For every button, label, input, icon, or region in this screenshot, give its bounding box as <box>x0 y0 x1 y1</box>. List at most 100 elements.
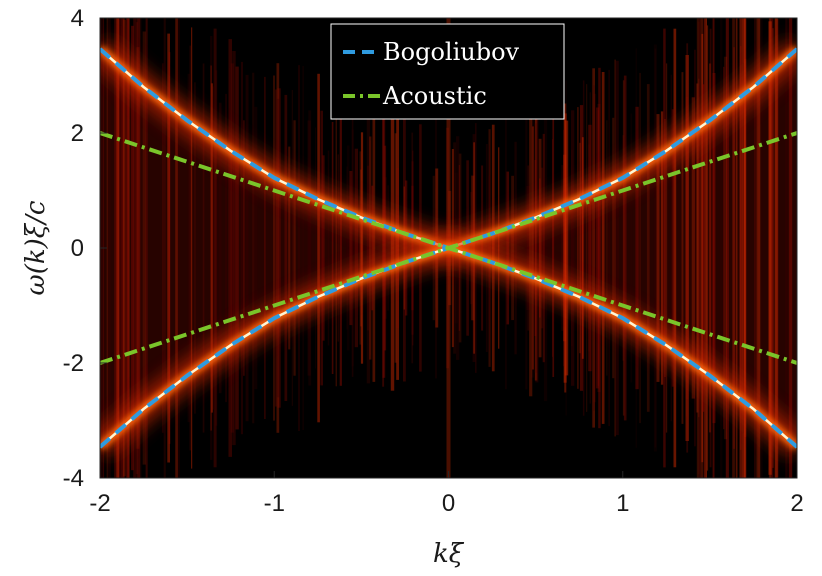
heat-streak <box>116 18 119 478</box>
heat-streak <box>322 155 325 341</box>
heat-streak <box>372 114 376 382</box>
heat-streak <box>354 148 358 348</box>
x-axis-label: kξ <box>433 539 465 569</box>
legend-label-bogoliubov: Bogoliubov <box>383 38 520 66</box>
heat-streak <box>646 84 650 412</box>
heat-streak <box>383 145 387 351</box>
heat-streak <box>696 83 699 413</box>
legend-label-acoustic: Acoustic <box>382 82 487 110</box>
heat-streak <box>700 18 704 478</box>
heat-streak <box>685 97 689 399</box>
y-tick-label: 2 <box>71 120 84 147</box>
heat-streak <box>681 72 684 424</box>
heat-streak <box>565 80 567 416</box>
heat-streak <box>702 84 705 412</box>
heat-streak <box>532 126 534 370</box>
heat-streak <box>331 122 334 374</box>
heat-streak <box>774 18 778 478</box>
heat-streak <box>561 165 565 331</box>
heat-streak <box>349 171 353 326</box>
heat-streak <box>264 76 266 420</box>
heat-streak <box>744 58 747 438</box>
heat-streak <box>776 19 780 477</box>
heat-streak <box>685 55 689 441</box>
heat-streak <box>788 18 793 478</box>
heat-streak <box>761 18 763 478</box>
heat-streak <box>742 18 746 478</box>
heat-streak <box>288 146 291 350</box>
legend-entry-acoustic: Acoustic <box>343 82 487 110</box>
y-tick-label: 4 <box>71 5 84 32</box>
heat-streak <box>622 135 625 361</box>
heat-streak <box>755 18 758 478</box>
heat-streak <box>106 18 109 478</box>
heat-streak <box>321 139 324 357</box>
heat-streak <box>142 31 146 465</box>
heat-streak <box>189 45 191 451</box>
heat-streak <box>136 18 140 478</box>
heat-streak <box>592 68 595 428</box>
heat-streak <box>498 147 500 349</box>
heat-streak <box>167 33 170 463</box>
heat-streak <box>491 124 495 372</box>
heat-streak <box>337 154 339 342</box>
y-axis-ticks: -4 -2 0 2 4 <box>63 5 107 492</box>
heat-streak <box>404 180 408 316</box>
heat-streak <box>552 139 554 357</box>
heat-streak <box>210 36 213 460</box>
heat-streak <box>614 59 616 437</box>
heat-streak <box>359 151 362 345</box>
legend: Bogoliubov Acoustic <box>330 23 565 120</box>
heat-streak <box>712 73 716 424</box>
heat-streak <box>163 18 166 478</box>
heat-streak <box>771 28 774 468</box>
heat-streak <box>539 178 541 318</box>
heat-streak <box>588 124 592 372</box>
heat-streak <box>744 18 747 478</box>
heat-streak <box>582 80 585 416</box>
heat-streak <box>768 21 772 475</box>
heat-streak <box>709 63 712 433</box>
x-tick-label: 1 <box>616 490 629 517</box>
heat-streak <box>121 18 124 478</box>
heat-streak <box>218 102 222 394</box>
heat-streak <box>315 127 316 369</box>
heat-streak <box>635 106 639 390</box>
heat-streak <box>136 47 140 449</box>
heat-streak <box>387 185 390 311</box>
heat-streak <box>654 48 657 448</box>
heat-streak <box>656 114 660 382</box>
heat-streak <box>123 19 126 477</box>
heat-streak <box>720 18 723 478</box>
heat-streak <box>754 18 756 478</box>
heat-streak <box>671 109 675 387</box>
heat-streak <box>704 18 707 478</box>
heat-streak <box>768 18 772 478</box>
heat-streak <box>210 65 212 431</box>
heat-streak <box>383 177 387 319</box>
heat-streak <box>119 18 122 478</box>
heat-streak <box>252 72 255 424</box>
heat-streak <box>785 18 788 478</box>
heat-streak <box>534 115 538 381</box>
heat-streak <box>275 89 277 407</box>
heat-streak <box>770 18 774 478</box>
heat-streak <box>739 18 743 478</box>
heat-streak <box>723 66 725 430</box>
heat-streak <box>670 74 672 422</box>
heat-streak <box>210 83 213 413</box>
heat-streak <box>366 112 371 384</box>
heat-streak <box>622 80 625 416</box>
y-axis-label: ω(k)ξ/c <box>21 200 51 295</box>
heat-streak <box>243 120 245 376</box>
heat-streak <box>601 72 605 424</box>
heat-streak <box>735 18 738 478</box>
heat-streak <box>291 90 293 406</box>
heat-streak <box>579 142 581 354</box>
heat-streak <box>339 110 342 386</box>
y-tick-label: 0 <box>71 235 84 262</box>
heat-streak <box>686 43 689 453</box>
heat-streak <box>369 140 371 356</box>
heat-streak <box>534 160 537 336</box>
heat-streak <box>390 105 395 391</box>
